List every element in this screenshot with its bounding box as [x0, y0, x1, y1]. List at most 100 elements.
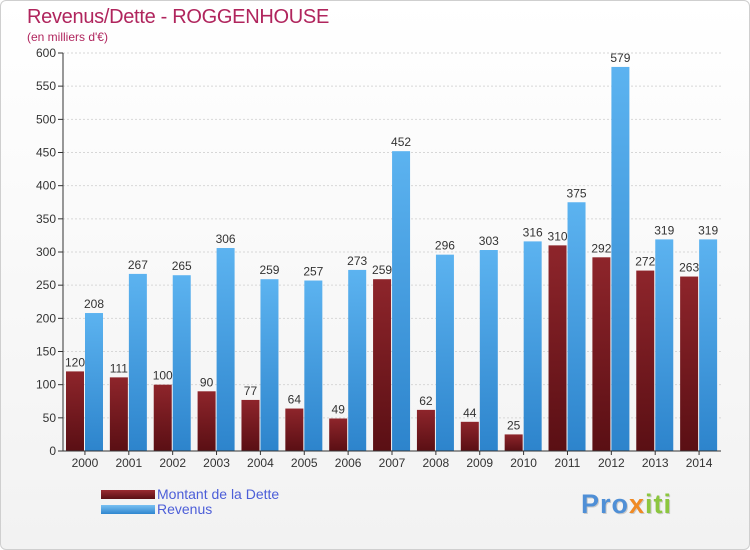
y-tick-label: 400	[36, 179, 56, 193]
bar-revenue	[85, 313, 103, 451]
bar-debt	[636, 270, 655, 451]
label-revenue: 265	[172, 259, 192, 273]
label-debt: 310	[548, 229, 568, 243]
y-tick-label: 550	[36, 79, 56, 93]
bar-debt	[66, 371, 84, 451]
bar-revenue	[567, 202, 586, 451]
label-revenue: 579	[610, 51, 630, 65]
data-labels: 120 208 111 267 100 265 90 306 77 259 64 257 49 273 25…	[65, 51, 718, 432]
bars	[66, 66, 718, 452]
x-tick-label: 2008	[423, 456, 450, 470]
bar-debt	[241, 399, 260, 451]
label-debt: 64	[288, 393, 302, 407]
bar-revenue	[392, 151, 411, 451]
bar-debt	[592, 257, 611, 451]
x-tick-label: 2002	[159, 456, 186, 470]
label-debt: 25	[507, 418, 521, 432]
label-revenue: 259	[259, 263, 279, 277]
label-revenue: 273	[347, 254, 367, 268]
label-revenue: 267	[128, 258, 148, 272]
y-tick-label: 50	[43, 411, 57, 425]
x-tick-label: 2004	[247, 456, 274, 470]
bar-debt	[329, 418, 348, 451]
bar-debt	[416, 409, 435, 451]
label-debt: 292	[591, 241, 611, 255]
legend-label-revenue: Revenus	[157, 501, 213, 517]
bar-revenue	[523, 241, 542, 451]
bar-revenue	[304, 280, 323, 451]
proxiti-logo: Proxiti	[581, 489, 672, 520]
bar-debt	[680, 276, 699, 451]
label-debt: 263	[679, 261, 699, 275]
label-revenue: 319	[654, 223, 674, 237]
legend-label-debt: Montant de la Dette	[157, 486, 280, 502]
logo-part-3: iti	[645, 489, 673, 519]
grid-lines	[63, 52, 721, 452]
y-tick-label: 500	[36, 112, 56, 126]
label-debt: 111	[110, 361, 129, 375]
logo-part-1: Pro	[581, 489, 630, 519]
bar-revenue	[699, 239, 718, 451]
legend: Montant de la Dette Revenus	[101, 487, 279, 517]
label-revenue: 452	[391, 135, 411, 149]
x-tick-label: 2012	[598, 456, 625, 470]
x-tick-label: 2006	[335, 456, 362, 470]
x-tick-label: 2005	[291, 456, 318, 470]
legend-swatch-debt	[101, 490, 155, 499]
label-revenue: 296	[435, 239, 455, 253]
x-tick-label: 2011	[555, 456, 581, 470]
y-tick-label: 0	[49, 444, 56, 458]
bar-debt	[109, 377, 128, 451]
label-revenue: 306	[216, 232, 236, 246]
bar-revenue	[655, 239, 674, 451]
chart-title: Revenus/Dette - ROGGENHOUSE	[27, 6, 329, 28]
label-revenue: 319	[698, 223, 718, 237]
bar-revenue	[172, 275, 191, 451]
bar-debt	[153, 384, 172, 451]
bar-revenue	[435, 254, 454, 451]
chart-subtitle: (en milliers d'€)	[27, 30, 108, 44]
x-tick-label: 2000	[72, 456, 99, 470]
bar-revenue	[348, 269, 367, 451]
bar-revenue	[479, 250, 498, 451]
x-tick-label: 2014	[686, 456, 713, 470]
bar-debt	[460, 421, 479, 451]
y-tick-label: 250	[36, 278, 56, 292]
label-revenue: 257	[303, 265, 323, 279]
bar-debt	[548, 245, 567, 451]
y-tick-label: 200	[36, 311, 56, 325]
y-tick-label: 150	[36, 345, 56, 359]
legend-item-revenue: Revenus	[101, 502, 279, 517]
label-debt: 44	[463, 406, 477, 420]
label-revenue: 316	[523, 225, 543, 239]
legend-swatch-revenue	[101, 505, 155, 514]
bar-debt	[504, 434, 523, 451]
label-revenue: 303	[479, 234, 499, 248]
label-revenue: 208	[84, 297, 104, 311]
x-tick-label: 2003	[203, 456, 230, 470]
label-debt: 77	[244, 384, 258, 398]
bar-revenue	[128, 273, 147, 451]
x-tick-label: 2007	[379, 456, 406, 470]
bar-revenue	[216, 248, 235, 451]
bar-revenue	[611, 66, 630, 452]
label-debt: 272	[635, 255, 655, 269]
label-debt: 100	[153, 369, 173, 383]
bar-debt	[197, 391, 216, 451]
label-debt: 49	[332, 402, 346, 416]
label-debt: 90	[200, 375, 214, 389]
y-tick-label: 450	[36, 146, 56, 160]
y-tick-label: 300	[36, 245, 56, 259]
legend-item-debt: Montant de la Dette	[101, 487, 279, 502]
label-debt: 259	[372, 263, 392, 277]
bar-debt	[373, 279, 392, 451]
y-tick-label: 600	[36, 46, 56, 60]
x-tick-label: 2009	[466, 456, 493, 470]
y-tick-label: 350	[36, 212, 56, 226]
bar-debt	[285, 408, 304, 451]
y-tick-label: 100	[36, 378, 56, 392]
bar-revenue	[260, 279, 279, 451]
x-tick-label: 2013	[642, 456, 669, 470]
